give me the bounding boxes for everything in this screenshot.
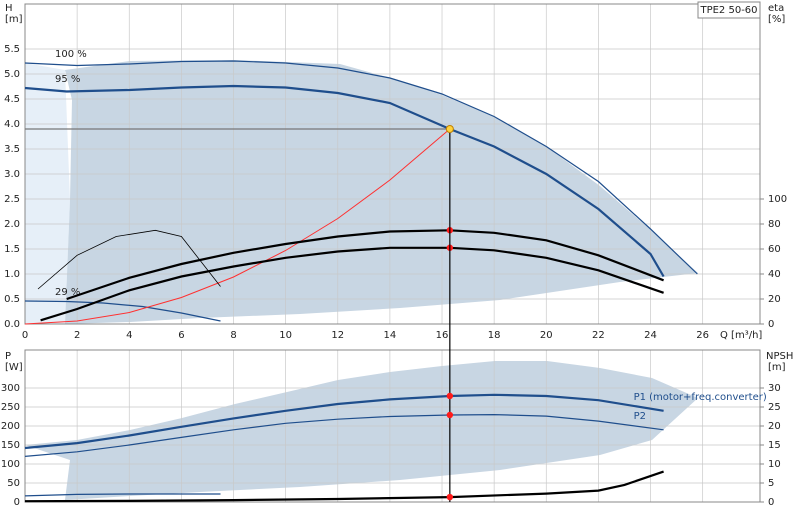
x-tick-label: 24 <box>644 330 657 341</box>
y-tick-label: 100 <box>1 459 20 470</box>
y-tick-label: 2.0 <box>4 219 20 230</box>
y-tick-label: 0.5 <box>4 294 20 305</box>
y2-tick-label: 0 <box>768 497 774 508</box>
y-tick-label: 1.5 <box>4 244 20 255</box>
model-label: TPE2 50-60 <box>699 5 757 16</box>
x-tick-label: 14 <box>384 330 397 341</box>
series-label: P2 <box>634 411 646 422</box>
y-unit: [m] <box>5 14 23 25</box>
y-tick-label: 0 <box>14 497 20 508</box>
y2-label: eta <box>768 3 784 14</box>
duty-marker <box>446 493 454 501</box>
y2-tick-label: 5 <box>768 478 774 489</box>
y-tick-label: 2.5 <box>4 194 20 205</box>
duty-marker <box>446 392 454 400</box>
y-label: P <box>5 351 11 362</box>
series-line <box>24 60 698 275</box>
y2-tick-label: 40 <box>768 269 781 280</box>
series-line <box>40 246 664 322</box>
power-area <box>25 361 698 500</box>
x-tick-label: 18 <box>488 330 501 341</box>
series-label: 100 % <box>55 49 87 60</box>
y-label: H <box>5 3 13 14</box>
x-tick-label: 0 <box>22 330 28 341</box>
y-tick-label: 3.5 <box>4 144 20 155</box>
x-label: Q [m³/h] <box>720 330 762 341</box>
y-tick-label: 150 <box>1 440 20 451</box>
y2-tick-label: 60 <box>768 244 781 255</box>
y-tick-label: 50 <box>7 478 20 489</box>
series-label: 95 % <box>55 74 80 85</box>
x-tick-label: 20 <box>540 330 553 341</box>
x-tick-label: 12 <box>331 330 344 341</box>
x-tick-label: 2 <box>74 330 80 341</box>
series-line <box>24 300 221 322</box>
y-tick-label: 5.5 <box>4 44 20 55</box>
y2-tick-label: 80 <box>768 219 781 230</box>
y2-tick-label: 25 <box>768 402 781 413</box>
x-tick-label: 26 <box>696 330 709 341</box>
series-line <box>24 413 664 457</box>
series-line <box>24 393 664 450</box>
duty-point <box>445 125 454 133</box>
y-tick-label: 200 <box>1 421 20 432</box>
x-tick-label: 10 <box>279 330 292 341</box>
low-speed-area <box>25 63 70 324</box>
series-line <box>66 229 664 301</box>
model-box <box>697 1 761 19</box>
x-tick-label: 8 <box>230 330 236 341</box>
duty-marker <box>446 411 454 419</box>
y2-tick-label: 15 <box>768 440 781 451</box>
y2-label: NPSH <box>766 351 793 362</box>
series-line <box>24 128 451 325</box>
series-label: P1 (motor+freq.converter) <box>634 392 767 403</box>
series-line <box>24 84 665 278</box>
y-tick-label: 250 <box>1 402 20 413</box>
y2-tick-label: 20 <box>768 421 781 432</box>
y-tick-label: 300 <box>1 383 20 394</box>
y2-unit: [m] <box>768 362 786 373</box>
upper-frame <box>24 3 761 325</box>
y-tick-label: 5.0 <box>4 69 20 80</box>
y-unit: [W] <box>5 362 23 373</box>
y-tick-label: 3.0 <box>4 169 20 180</box>
x-tick-label: 22 <box>592 330 605 341</box>
y-tick-label: 1.0 <box>4 269 20 280</box>
y-tick-label: 4.5 <box>4 94 20 105</box>
series-line <box>37 229 221 290</box>
y2-tick-label: 30 <box>768 383 781 394</box>
y2-tick-label: 10 <box>768 459 781 470</box>
y2-tick-label: 0 <box>768 319 774 330</box>
y2-unit: [%] <box>768 14 785 25</box>
y2-tick-label: 100 <box>768 194 787 205</box>
x-tick-label: 16 <box>436 330 449 341</box>
x-tick-label: 4 <box>126 330 132 341</box>
series-label: 29 % <box>55 287 80 298</box>
y-tick-label: 4.0 <box>4 119 20 130</box>
x-tick-label: 6 <box>178 330 184 341</box>
y-tick-label: 0.0 <box>4 319 20 330</box>
operating-area <box>65 60 698 324</box>
series-line <box>24 493 221 497</box>
y2-tick-label: 20 <box>768 294 781 305</box>
